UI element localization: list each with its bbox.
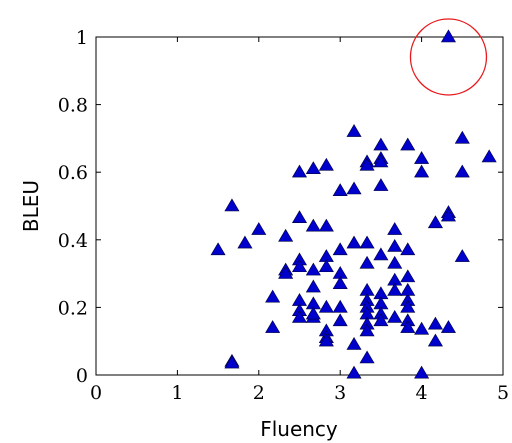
x-tick-label: 3 [334,382,346,404]
data-point [291,309,308,323]
data-point [400,137,416,151]
data-point [359,350,375,364]
data-point [318,299,334,313]
x-tick-label: 1 [171,382,183,404]
data-point [373,313,389,327]
data-point [291,210,308,224]
data-point [278,228,294,242]
y-tick-label: 0.6 [58,162,88,184]
data-point [387,222,403,235]
data-point [427,316,443,330]
y-axis-label: BLEU [19,180,43,232]
data-point [440,29,456,43]
y-tick-label: 0.8 [58,95,88,117]
data-point [454,249,470,262]
data-point [400,242,416,256]
data-point [373,154,389,168]
data-point [427,215,443,229]
y-tick-label: 0.2 [58,297,88,319]
data-point [291,164,308,178]
x-tick-label: 4 [416,382,428,404]
data-point [332,242,348,256]
highlight-circle [409,18,488,96]
data-point [318,333,334,347]
data-point [210,242,226,256]
data-point [440,208,456,222]
data-point [414,164,430,178]
data-point [346,235,362,249]
data-point [400,299,416,313]
data-point [387,282,403,296]
data-point [400,282,416,296]
plot-frame [95,36,504,376]
data-point [305,279,321,293]
data-point [400,320,416,333]
x-axis-label: Fluency [260,417,338,441]
data-point [318,218,334,232]
data-point [224,355,240,369]
data-point [414,365,430,379]
data-point [373,178,389,191]
data-point [224,198,240,212]
data-point [332,183,348,196]
data-point [359,255,375,269]
data-point [387,238,403,252]
x-tick-label: 0 [90,382,102,404]
x-axis: 0 1 2 3 4 5 [90,37,509,404]
y-tick-label: 1 [76,27,88,49]
data-point [265,289,281,303]
data-point [332,299,348,313]
x-tick-label: 5 [497,382,509,404]
data-point [251,222,267,235]
data-point [318,157,334,171]
data-point [305,161,321,175]
data-point [278,266,294,279]
data-point [387,309,403,323]
data-point [359,157,375,171]
data-point [440,320,456,333]
data-point [346,336,362,350]
data-point [305,262,321,276]
data-point [346,124,362,137]
data-point [291,259,308,273]
y-tick-label: 0 [76,365,88,387]
data-point [454,164,470,178]
data-point [481,149,497,163]
data-point [373,247,389,261]
data-point [332,276,348,289]
data-point [400,269,416,283]
data-point [414,321,430,335]
data-point [318,259,334,273]
data-point [359,235,375,249]
data-point [265,320,281,333]
data-point [305,218,321,232]
data-point [387,255,403,269]
data-point [454,130,470,144]
y-axis: 0 0.2 0.4 0.6 0.8 1 [58,27,503,387]
data-point [332,313,348,327]
data-point [237,235,253,249]
data-point [305,306,321,320]
data-point [346,181,362,195]
data-point [427,333,443,347]
data-point [414,151,430,164]
data-point [373,137,389,151]
x-tick-label: 2 [253,382,265,404]
data-point [346,365,362,379]
data-point [359,323,375,337]
data-points [210,29,497,379]
y-tick-label: 0.4 [58,230,88,252]
